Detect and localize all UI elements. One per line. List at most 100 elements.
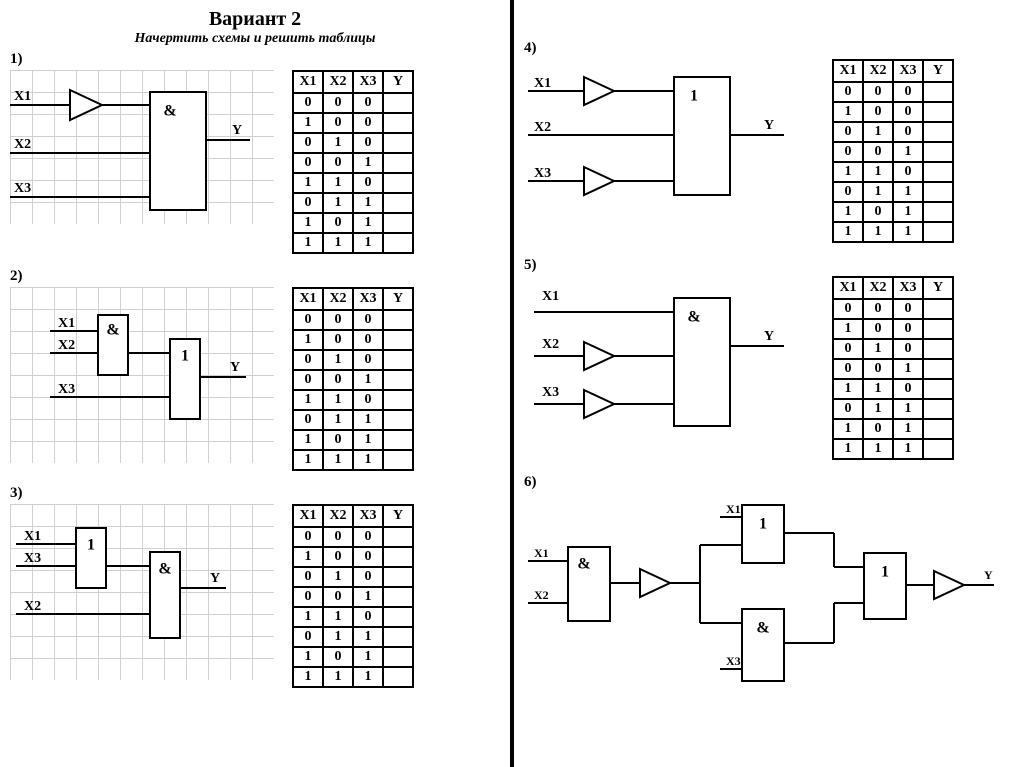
truth-table-cell (383, 627, 413, 647)
svg-text:X2: X2 (24, 599, 41, 614)
truth-table-cell: 1 (323, 390, 353, 410)
truth-table-cell (383, 607, 413, 627)
problem-6: 6) X1 X2 & (524, 474, 1014, 693)
truth-table-cell: 1 (863, 162, 893, 182)
circuit-3: X1 X3 1 X2 & Y (10, 504, 274, 680)
truth-table-cell: 0 (353, 390, 383, 410)
truth-table-cell: 0 (323, 153, 353, 173)
truth-table-cell: 1 (863, 122, 893, 142)
problem-1: 1) X1 X2 X3 & Y (10, 51, 500, 254)
truth-table-cell: 1 (293, 430, 323, 450)
circuit-2: X1 X2 & X3 1 Y (10, 287, 274, 463)
svg-text:Y: Y (230, 360, 240, 375)
truth-table-cell (383, 310, 413, 330)
truth-table-cell (923, 142, 953, 162)
truth-table-cell: 0 (833, 399, 863, 419)
svg-text:X2: X2 (58, 338, 75, 353)
truth-table-cell: 0 (893, 379, 923, 399)
truth-table-cell: 1 (323, 627, 353, 647)
problem-2-label: 2) (10, 268, 500, 285)
truth-table-cell (923, 182, 953, 202)
truth-table-cell: 1 (863, 399, 893, 419)
problem-4: 4) X1 X2 X3 1 (524, 40, 1014, 243)
svg-text:&: & (106, 322, 119, 339)
truth-table-cell (923, 202, 953, 222)
truth-table-cell: 0 (893, 122, 923, 142)
svg-text:X3: X3 (24, 551, 41, 566)
svg-text:Y: Y (764, 118, 774, 133)
svg-text:1: 1 (181, 348, 189, 365)
truth-table-cell: 1 (353, 153, 383, 173)
truth-table-cell: 0 (893, 299, 923, 319)
truth-table-cell: 0 (833, 182, 863, 202)
truth-table-cell: 1 (353, 193, 383, 213)
truth-table-header: X2 (323, 71, 353, 93)
truth-table-cell: 1 (323, 410, 353, 430)
truth-table-cell: 1 (833, 202, 863, 222)
svg-text:Y: Y (210, 571, 220, 586)
truth-table-cell: 0 (893, 82, 923, 102)
truth-table-cell: 0 (833, 142, 863, 162)
svg-text:X1: X1 (542, 289, 559, 304)
circuit-1: X1 X2 X3 & Y (10, 70, 274, 224)
truth-table-cell: 1 (353, 667, 383, 687)
truth-table-cell: 1 (833, 419, 863, 439)
truth-table-cell: 0 (293, 350, 323, 370)
truth-table-cell (383, 370, 413, 390)
truth-table-cell: 1 (353, 233, 383, 253)
truth-table-header: X2 (323, 505, 353, 527)
truth-table-2: X1X2X3Y000100010001110011101111 (292, 287, 414, 471)
truth-table-cell: 1 (893, 399, 923, 419)
truth-table-cell: 1 (833, 439, 863, 459)
truth-table-1: X1X2X3Y000100010001110011101111 (292, 70, 414, 254)
truth-table-cell: 1 (323, 133, 353, 153)
truth-table-cell (383, 547, 413, 567)
truth-table-cell: 1 (893, 142, 923, 162)
problem-3-label: 3) (10, 485, 500, 502)
truth-table-cell: 0 (353, 547, 383, 567)
truth-table-cell: 0 (353, 567, 383, 587)
truth-table-cell (383, 587, 413, 607)
truth-table-cell: 0 (293, 587, 323, 607)
truth-table-cell: 1 (293, 647, 323, 667)
truth-table-cell: 1 (893, 359, 923, 379)
truth-table-cell: 1 (893, 222, 923, 242)
svg-text:X2: X2 (542, 337, 559, 352)
truth-table-cell: 0 (323, 527, 353, 547)
truth-table-cell: 1 (323, 450, 353, 470)
truth-table-cell: 0 (323, 93, 353, 113)
truth-table-cell (383, 390, 413, 410)
svg-text:X1: X1 (14, 89, 31, 104)
truth-table-cell: 0 (293, 527, 323, 547)
truth-table-cell: 1 (833, 162, 863, 182)
truth-table-cell: 1 (833, 319, 863, 339)
truth-table-cell: 0 (863, 142, 893, 162)
truth-table-header: X2 (863, 277, 893, 299)
svg-text:&: & (577, 556, 590, 573)
truth-table-cell: 0 (293, 410, 323, 430)
svg-text:&: & (163, 103, 176, 120)
svg-text:Y: Y (764, 329, 774, 344)
svg-text:&: & (756, 620, 769, 637)
truth-table-cell: 0 (833, 339, 863, 359)
truth-table-cell (383, 410, 413, 430)
truth-table-header: X1 (293, 288, 323, 310)
svg-text:X1: X1 (534, 546, 549, 560)
circuit-4: X1 X2 X3 1 Y (524, 59, 814, 213)
svg-text:X1: X1 (24, 529, 41, 544)
truth-table-cell: 1 (353, 647, 383, 667)
truth-table-cell: 0 (893, 319, 923, 339)
truth-table-cell: 0 (323, 310, 353, 330)
truth-table-cell: 1 (293, 607, 323, 627)
truth-table-cell (383, 233, 413, 253)
truth-table-cell: 0 (323, 370, 353, 390)
truth-table-header: X1 (833, 277, 863, 299)
truth-table-cell: 1 (863, 439, 893, 459)
problem-2: 2) X1 X2 & X3 1 (10, 268, 500, 471)
truth-table-cell: 0 (863, 299, 893, 319)
svg-text:X3: X3 (726, 654, 741, 668)
truth-table-cell: 0 (293, 133, 323, 153)
truth-table-cell: 0 (863, 359, 893, 379)
truth-table-cell (383, 350, 413, 370)
truth-table-cell: 1 (353, 430, 383, 450)
